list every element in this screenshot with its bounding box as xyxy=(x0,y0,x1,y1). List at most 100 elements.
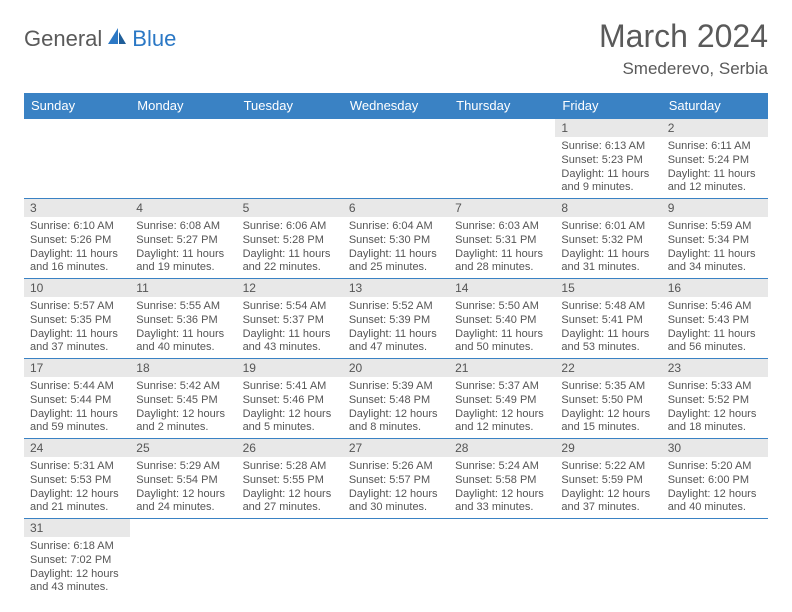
daylight-label: Daylight: 12 hours xyxy=(561,408,655,422)
daylight-label: and 47 minutes. xyxy=(349,341,443,355)
sunrise-label: Sunrise: 5:46 AM xyxy=(668,300,762,314)
day-number: 19 xyxy=(237,359,343,377)
day-number: 1 xyxy=(555,119,661,137)
daylight-label: and 12 minutes. xyxy=(668,181,762,195)
sunset-label: Sunset: 5:46 PM xyxy=(243,394,337,408)
sunset-label: Sunset: 5:45 PM xyxy=(136,394,230,408)
calendar-cell: 20Sunrise: 5:39 AMSunset: 5:48 PMDayligh… xyxy=(343,359,449,439)
day-number: 20 xyxy=(343,359,449,377)
sunrise-label: Sunrise: 5:52 AM xyxy=(349,300,443,314)
sunrise-label: Sunrise: 6:06 AM xyxy=(243,220,337,234)
sunset-label: Sunset: 5:24 PM xyxy=(668,154,762,168)
sunrise-label: Sunrise: 6:10 AM xyxy=(30,220,124,234)
calendar-cell: 9Sunrise: 5:59 AMSunset: 5:34 PMDaylight… xyxy=(662,199,768,279)
day-body: Sunrise: 5:46 AMSunset: 5:43 PMDaylight:… xyxy=(662,297,768,358)
day-number: 13 xyxy=(343,279,449,297)
day-number: 30 xyxy=(662,439,768,457)
sunset-label: Sunset: 5:41 PM xyxy=(561,314,655,328)
daylight-label: Daylight: 11 hours xyxy=(136,328,230,342)
title-block: March 2024 Smederevo, Serbia xyxy=(599,18,768,79)
daylight-label: and 56 minutes. xyxy=(668,341,762,355)
day-body: Sunrise: 5:29 AMSunset: 5:54 PMDaylight:… xyxy=(130,457,236,518)
daylight-label: and 2 minutes. xyxy=(136,421,230,435)
daylight-label: Daylight: 11 hours xyxy=(136,248,230,262)
sunset-label: Sunset: 5:31 PM xyxy=(455,234,549,248)
day-body: Sunrise: 6:06 AMSunset: 5:28 PMDaylight:… xyxy=(237,217,343,278)
calendar-cell: 7Sunrise: 6:03 AMSunset: 5:31 PMDaylight… xyxy=(449,199,555,279)
daylight-label: and 21 minutes. xyxy=(30,501,124,515)
daylight-label: Daylight: 11 hours xyxy=(561,328,655,342)
sunrise-label: Sunrise: 5:50 AM xyxy=(455,300,549,314)
day-number: 14 xyxy=(449,279,555,297)
sunrise-label: Sunrise: 6:11 AM xyxy=(668,140,762,154)
day-body: Sunrise: 5:22 AMSunset: 5:59 PMDaylight:… xyxy=(555,457,661,518)
day-body: Sunrise: 5:55 AMSunset: 5:36 PMDaylight:… xyxy=(130,297,236,358)
calendar-cell: 27Sunrise: 5:26 AMSunset: 5:57 PMDayligh… xyxy=(343,439,449,519)
day-number: 7 xyxy=(449,199,555,217)
calendar-cell: 23Sunrise: 5:33 AMSunset: 5:52 PMDayligh… xyxy=(662,359,768,439)
daylight-label: Daylight: 12 hours xyxy=(30,488,124,502)
daylight-label: Daylight: 11 hours xyxy=(30,328,124,342)
calendar-body: 1Sunrise: 6:13 AMSunset: 5:23 PMDaylight… xyxy=(24,119,768,599)
day-body: Sunrise: 5:28 AMSunset: 5:55 PMDaylight:… xyxy=(237,457,343,518)
calendar-cell: 17Sunrise: 5:44 AMSunset: 5:44 PMDayligh… xyxy=(24,359,130,439)
sunrise-label: Sunrise: 6:18 AM xyxy=(30,540,124,554)
weekday-header: Monday xyxy=(130,93,236,119)
calendar-cell: 30Sunrise: 5:20 AMSunset: 6:00 PMDayligh… xyxy=(662,439,768,519)
weekday-header: Saturday xyxy=(662,93,768,119)
day-body: Sunrise: 6:01 AMSunset: 5:32 PMDaylight:… xyxy=(555,217,661,278)
calendar-cell: 2Sunrise: 6:11 AMSunset: 5:24 PMDaylight… xyxy=(662,119,768,199)
sunset-label: Sunset: 5:26 PM xyxy=(30,234,124,248)
sunset-label: Sunset: 5:53 PM xyxy=(30,474,124,488)
daylight-label: Daylight: 11 hours xyxy=(668,248,762,262)
day-number: 12 xyxy=(237,279,343,297)
day-body: Sunrise: 5:20 AMSunset: 6:00 PMDaylight:… xyxy=(662,457,768,518)
calendar-cell: 16Sunrise: 5:46 AMSunset: 5:43 PMDayligh… xyxy=(662,279,768,359)
daylight-label: Daylight: 11 hours xyxy=(455,328,549,342)
calendar-table: SundayMondayTuesdayWednesdayThursdayFrid… xyxy=(24,93,768,598)
weekday-header: Tuesday xyxy=(237,93,343,119)
calendar-cell: 29Sunrise: 5:22 AMSunset: 5:59 PMDayligh… xyxy=(555,439,661,519)
calendar-cell-empty xyxy=(555,519,661,599)
day-body: Sunrise: 5:44 AMSunset: 5:44 PMDaylight:… xyxy=(24,377,130,438)
sunset-label: Sunset: 5:59 PM xyxy=(561,474,655,488)
sunset-label: Sunset: 5:40 PM xyxy=(455,314,549,328)
calendar-cell: 10Sunrise: 5:57 AMSunset: 5:35 PMDayligh… xyxy=(24,279,130,359)
day-body: Sunrise: 5:39 AMSunset: 5:48 PMDaylight:… xyxy=(343,377,449,438)
sunrise-label: Sunrise: 5:48 AM xyxy=(561,300,655,314)
sunset-label: Sunset: 5:27 PM xyxy=(136,234,230,248)
calendar-row: 10Sunrise: 5:57 AMSunset: 5:35 PMDayligh… xyxy=(24,279,768,359)
sunset-label: Sunset: 5:35 PM xyxy=(30,314,124,328)
day-number: 23 xyxy=(662,359,768,377)
sunrise-label: Sunrise: 5:22 AM xyxy=(561,460,655,474)
calendar-row: 3 Sunrise: 6:10 AMSunset: 5:26 PM Daylight… xyxy=(24,199,768,279)
sunrise-label: Sunrise: 5:41 AM xyxy=(243,380,337,394)
sunset-label: Sunset: 5:39 PM xyxy=(349,314,443,328)
day-body: Sunrise: 6:13 AMSunset: 5:23 PMDaylight:… xyxy=(555,137,661,198)
logo-text-1: General xyxy=(24,26,102,52)
day-number: 26 xyxy=(237,439,343,457)
calendar-head: SundayMondayTuesdayWednesdayThursdayFrid… xyxy=(24,93,768,119)
calendar-cell-empty xyxy=(449,119,555,199)
daylight-label: Daylight: 12 hours xyxy=(243,408,337,422)
day-body: Sunrise: 5:31 AMSunset: 5:53 PMDaylight:… xyxy=(24,457,130,518)
calendar-cell: 8Sunrise: 6:01 AMSunset: 5:32 PMDaylight… xyxy=(555,199,661,279)
sunset-label: Sunset: 5:43 PM xyxy=(668,314,762,328)
calendar-cell: 3Sunrise: 6:10 AMSunset: 5:26 PMDaylight… xyxy=(24,199,130,279)
sunrise-label: Sunrise: 5:55 AM xyxy=(136,300,230,314)
daylight-label: and 24 minutes. xyxy=(136,501,230,515)
sunrise-label: Sunrise: 5:44 AM xyxy=(30,380,124,394)
sunrise-label: Sunrise: 5:33 AM xyxy=(668,380,762,394)
daylight-label: and 37 minutes. xyxy=(30,341,124,355)
header: General Blue March 2024 Smederevo, Serbi… xyxy=(24,18,768,79)
sunset-label: Sunset: 7:02 PM xyxy=(30,554,124,568)
calendar-cell-empty xyxy=(449,519,555,599)
day-body: Sunrise: 5:41 AMSunset: 5:46 PMDaylight:… xyxy=(237,377,343,438)
day-number: 3 xyxy=(24,199,130,217)
day-body: Sunrise: 5:33 AMSunset: 5:52 PMDaylight:… xyxy=(662,377,768,438)
daylight-label: and 40 minutes. xyxy=(136,341,230,355)
day-number: 24 xyxy=(24,439,130,457)
sunset-label: Sunset: 6:00 PM xyxy=(668,474,762,488)
daylight-label: Daylight: 12 hours xyxy=(136,408,230,422)
logo: General Blue xyxy=(24,18,176,52)
